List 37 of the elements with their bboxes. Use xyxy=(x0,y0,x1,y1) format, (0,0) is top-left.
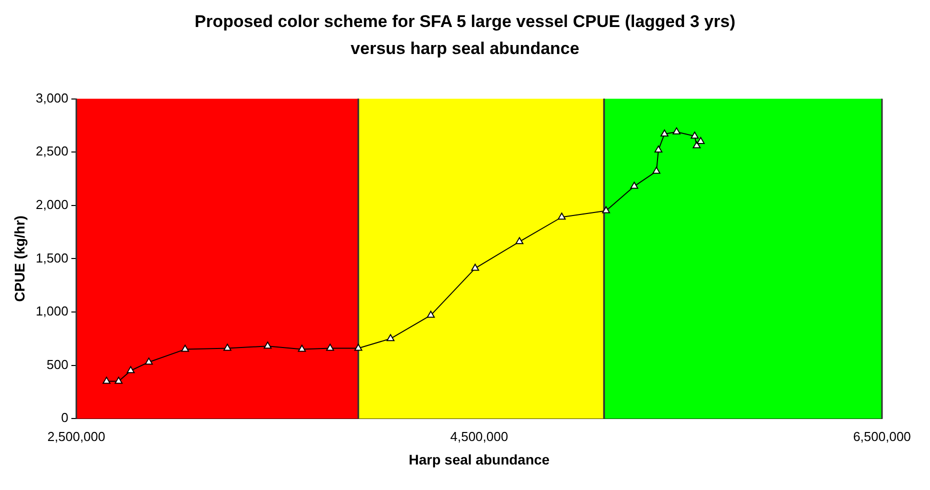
y-tick-label: 0 xyxy=(61,410,68,426)
point xyxy=(696,136,705,144)
point xyxy=(264,342,272,349)
y-tick-label: 1,500 xyxy=(36,250,68,266)
point xyxy=(181,344,190,352)
point xyxy=(660,129,668,136)
point xyxy=(602,206,610,214)
point xyxy=(144,358,153,365)
point xyxy=(672,127,681,134)
point xyxy=(102,376,111,384)
point xyxy=(654,145,662,152)
y-tick-label: 1,000 xyxy=(36,304,68,319)
y-tick-label: 2,000 xyxy=(36,196,68,212)
point xyxy=(326,344,334,351)
point xyxy=(515,237,524,244)
x-tick-label: 2,500,000 xyxy=(47,428,106,444)
point xyxy=(298,344,306,352)
x-tick-label: 6,500,000 xyxy=(853,428,911,444)
point xyxy=(558,212,566,220)
point xyxy=(652,166,660,174)
y-tick-label: 2,500 xyxy=(36,144,68,159)
point xyxy=(690,132,699,139)
point xyxy=(223,344,232,351)
point xyxy=(426,310,435,318)
y-axis-title: CPUE (kg/hr) xyxy=(11,216,28,302)
point xyxy=(126,366,135,374)
chart-title: Proposed color scheme for SFA 5 large vessel CPUE (lagged 3 yrs) versus harp seal abundance xyxy=(194,11,736,60)
y-tick-label: 3,000 xyxy=(36,90,68,106)
point xyxy=(692,141,701,148)
point xyxy=(630,182,638,189)
point xyxy=(386,334,395,342)
y-tick-label: 500 xyxy=(46,356,68,372)
x-axis-title: Harp seal abundance xyxy=(408,451,550,468)
point xyxy=(471,264,480,271)
point xyxy=(354,344,362,351)
point xyxy=(114,376,123,384)
x-tick-label: 4,500,000 xyxy=(450,428,508,444)
